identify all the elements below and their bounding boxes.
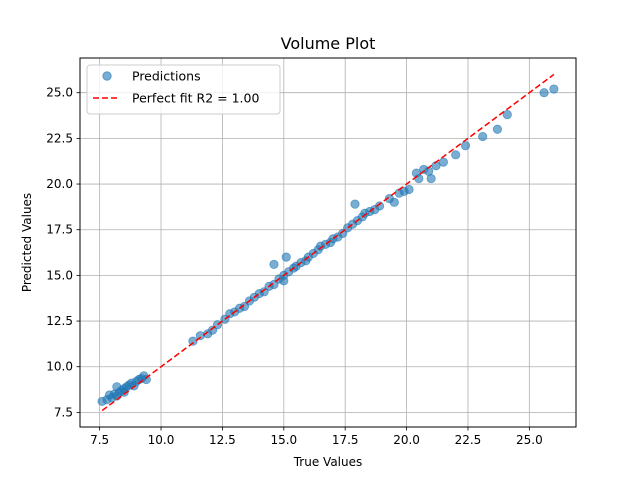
x-tick-label: 25.0 [516,433,543,447]
legend: Predictions Perfect fit R2 = 1.00 [86,64,281,115]
legend-box [86,64,281,115]
tick-layer: 7.5 10.0 12.5 15.0 17.5 20.0 22.5 25.0 7.5 10.0 12… [46,86,542,447]
scatter-point [502,110,512,120]
mark-layer [97,73,559,412]
scatter-point [438,157,449,167]
scatter-point [460,141,471,151]
y-tick-label: 15.0 [46,268,73,282]
x-tick-label: 20.0 [393,433,420,447]
x-tick-label: 17.5 [332,433,359,447]
scatter-point [279,276,289,286]
x-tick-label: 10.0 [148,433,175,447]
y-tick-label: 10.0 [46,360,73,374]
y-tick-label: 17.5 [46,223,73,237]
scatter-point [119,387,129,397]
chart-title: Volume Plot [281,34,376,53]
scatter-point [389,197,399,207]
scatter-point [539,88,549,98]
scatter-point [281,252,291,262]
y-tick-label: 22.5 [46,131,73,145]
x-axis-label: True Values [293,455,363,469]
scatter-point [374,201,385,211]
x-tick-label: 22.5 [455,433,482,447]
scatter-point [188,336,198,346]
scatter-point [112,382,122,392]
y-axis-label: Predicted Values [20,193,34,292]
x-tick-label: 7.5 [90,433,109,447]
scatter-point [350,199,360,209]
plot-frame [79,57,577,428]
perfect-fit-line [101,73,555,412]
scatter-point [426,173,436,184]
scatter-point [404,184,414,195]
y-tick-label: 7.5 [54,405,73,419]
legend-label-predictions: Predictions [132,69,201,84]
y-tick-label: 12.5 [46,314,73,328]
scatter-point [549,84,559,94]
scatter-point [269,259,279,270]
grid-layer [80,58,576,427]
scatter-point [492,124,503,134]
legend-marker-predictions [102,71,112,81]
legend-label-perfect-fit: Perfect fit R2 = 1.00 [132,91,259,106]
x-tick-label: 15.0 [270,433,297,447]
y-tick-label: 20.0 [46,177,73,191]
y-tick-label: 25.0 [46,86,73,100]
scatter-point [141,374,151,385]
x-tick-label: 12.5 [209,433,236,447]
scatter-point [478,131,488,142]
scatter-point [451,150,461,160]
scatter-point [414,173,424,184]
